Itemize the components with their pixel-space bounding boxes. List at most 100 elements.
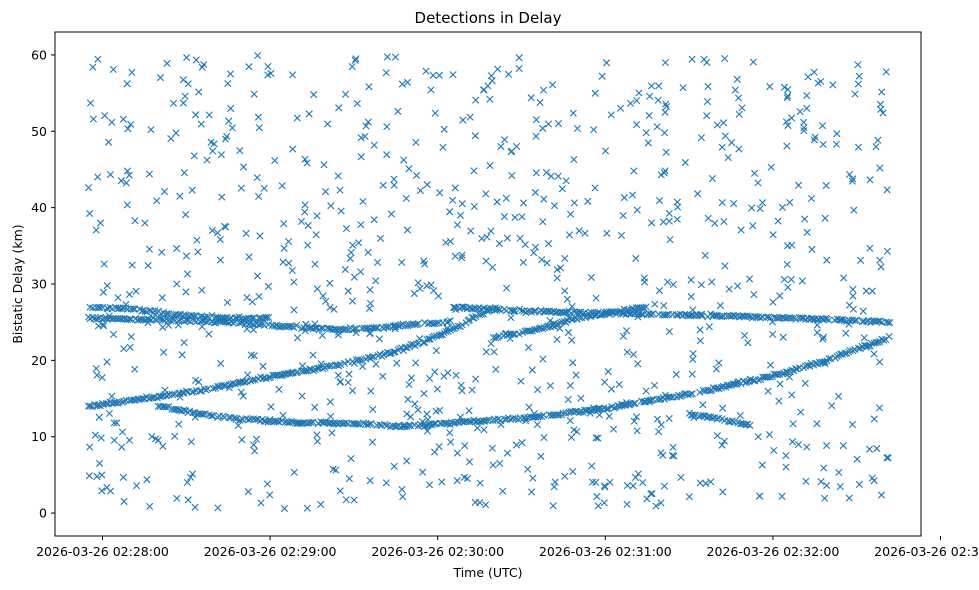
data-point <box>352 329 360 337</box>
data-point <box>776 370 784 378</box>
data-point <box>153 197 161 205</box>
data-point <box>350 496 358 504</box>
data-point <box>531 326 539 334</box>
data-point <box>741 331 749 340</box>
data-point <box>854 80 862 88</box>
data-point <box>828 402 836 410</box>
data-point <box>113 419 121 427</box>
data-point <box>551 323 559 331</box>
data-point <box>403 226 412 234</box>
data-point <box>661 58 669 67</box>
data-point <box>662 100 670 108</box>
plot-area <box>84 51 894 513</box>
data-point <box>403 410 411 418</box>
data-point <box>801 215 809 223</box>
data-point <box>512 142 521 151</box>
data-point <box>587 273 595 282</box>
data-point <box>195 378 203 386</box>
data-point <box>276 323 284 331</box>
data-point <box>720 437 729 445</box>
data-point <box>416 284 424 293</box>
data-point <box>553 335 561 344</box>
data-point <box>555 411 563 419</box>
data-point <box>803 91 811 100</box>
data-point <box>712 365 720 373</box>
data-point <box>647 82 656 90</box>
data-point <box>787 275 795 284</box>
data-point <box>425 481 434 489</box>
y-tick-label: 0 <box>39 506 47 521</box>
data-point <box>122 300 130 309</box>
data-point <box>233 314 241 322</box>
data-point <box>427 86 435 94</box>
data-point <box>546 382 554 390</box>
data-point <box>879 109 887 117</box>
data-point <box>94 314 102 322</box>
data-point <box>466 113 474 121</box>
data-point <box>217 151 225 159</box>
data-point <box>110 436 118 444</box>
data-point <box>536 98 544 107</box>
data-point <box>568 302 576 311</box>
data-point <box>701 251 709 260</box>
data-point <box>209 147 217 155</box>
data-point <box>264 282 272 290</box>
data-point <box>225 117 233 125</box>
data-point <box>92 226 100 234</box>
data-point <box>725 285 733 293</box>
data-point <box>242 229 250 238</box>
data-point <box>689 306 697 314</box>
data-point <box>290 306 298 314</box>
data-point <box>623 348 631 356</box>
data-point <box>825 316 833 324</box>
data-point <box>885 332 893 341</box>
data-point <box>509 330 517 338</box>
data-point <box>708 174 717 183</box>
data-point <box>483 416 491 425</box>
data-point <box>876 256 884 264</box>
data-point <box>293 114 301 122</box>
data-point <box>801 379 809 387</box>
data-point <box>531 188 539 197</box>
data-point <box>561 472 569 480</box>
data-point <box>872 143 880 151</box>
data-point <box>681 158 689 167</box>
data-point <box>288 71 297 79</box>
data-point <box>193 236 201 244</box>
data-point <box>586 409 594 417</box>
data-point <box>123 80 131 88</box>
data-point <box>199 410 207 418</box>
data-point <box>528 413 537 421</box>
data-point <box>662 311 671 319</box>
data-point <box>486 161 494 170</box>
data-point <box>160 348 168 356</box>
data-point <box>126 343 134 351</box>
data-point <box>110 419 118 427</box>
data-point <box>522 417 530 425</box>
data-point <box>481 417 489 425</box>
data-point <box>687 292 695 301</box>
y-axis-label: Bistatic Delay (km) <box>10 224 25 343</box>
data-point <box>569 467 577 476</box>
data-point <box>515 64 523 72</box>
data-point <box>99 320 107 328</box>
data-point <box>369 405 377 414</box>
data-point <box>162 403 170 411</box>
data-point <box>223 298 232 307</box>
data-point <box>328 429 336 437</box>
data-point <box>404 395 412 403</box>
data-point <box>131 217 139 225</box>
data-point <box>158 248 166 256</box>
data-point <box>503 234 512 242</box>
data-point <box>527 308 536 316</box>
data-point <box>886 319 894 327</box>
data-point <box>160 187 169 196</box>
data-point <box>592 478 600 486</box>
data-point <box>570 199 578 207</box>
data-point <box>251 447 259 455</box>
data-point <box>660 301 668 310</box>
data-point <box>845 494 853 502</box>
data-point <box>145 170 154 178</box>
data-point <box>359 197 367 206</box>
